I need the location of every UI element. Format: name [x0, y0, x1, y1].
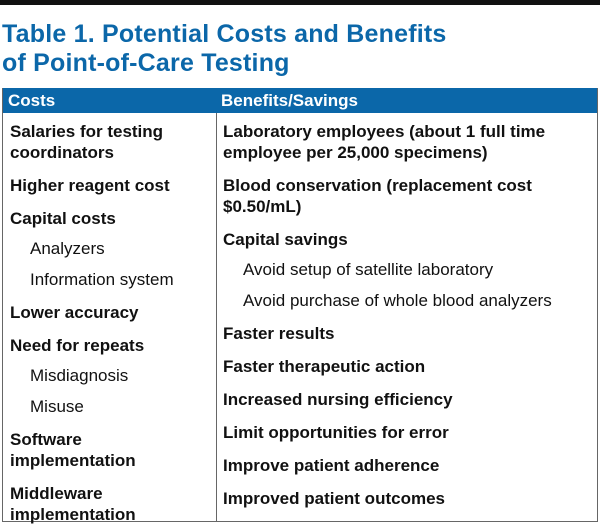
- benefit-item: Laboratory employees (about 1 full time …: [223, 122, 546, 162]
- table-header-row: Costs Benefits/Savings: [3, 88, 597, 113]
- top-rule: [0, 0, 600, 5]
- benefit-item: Avoid setup of satellite laboratory: [243, 260, 494, 279]
- cost-item: Capital costs: [10, 209, 116, 228]
- column-divider: [216, 113, 217, 521]
- benefit-item: Improve patient adherence: [223, 456, 440, 475]
- cost-item: Salaries for testing coordinators: [10, 122, 164, 162]
- cost-item: Middleware implementation: [10, 484, 136, 524]
- table-title: Table 1. Potential Costs and Benefits of…: [2, 20, 447, 78]
- cost-item: Lower accuracy: [10, 303, 139, 322]
- benefit-item: Improved patient outcomes: [223, 489, 445, 508]
- title-line-1: Table 1. Potential Costs and Benefits: [2, 20, 447, 48]
- title-line-2: of Point-of-Care Testing: [2, 49, 290, 77]
- benefits-column: Laboratory employees (about 1 full time …: [223, 115, 593, 509]
- benefit-item: Limit opportunities for error: [223, 423, 449, 442]
- benefit-item: Blood conservation (replacement cost $0.…: [223, 176, 532, 216]
- benefit-item: Faster therapeutic action: [223, 357, 426, 376]
- header-benefits: Benefits/Savings: [221, 91, 358, 110]
- costs-benefits-table: Costs Benefits/Savings Salaries for test…: [2, 88, 598, 525]
- cost-item: Higher reagent cost: [10, 176, 170, 195]
- costs-column: Salaries for testing coordinators Higher …: [10, 115, 210, 525]
- cost-item: Analyzers: [30, 239, 105, 258]
- cost-item: Need for repeats: [10, 336, 145, 355]
- benefit-item: Increased nursing efficiency: [223, 390, 453, 409]
- cost-item: Software implementation: [10, 430, 136, 470]
- benefit-item: Avoid purchase of whole blood analyzers: [243, 291, 552, 310]
- benefit-item: Faster results: [223, 324, 335, 343]
- cost-item: Misdiagnosis: [30, 366, 129, 385]
- cost-item: Misuse: [30, 397, 84, 416]
- benefit-item: Capital savings: [223, 230, 348, 249]
- cost-item: Information system: [30, 270, 174, 289]
- header-costs: Costs: [8, 91, 56, 110]
